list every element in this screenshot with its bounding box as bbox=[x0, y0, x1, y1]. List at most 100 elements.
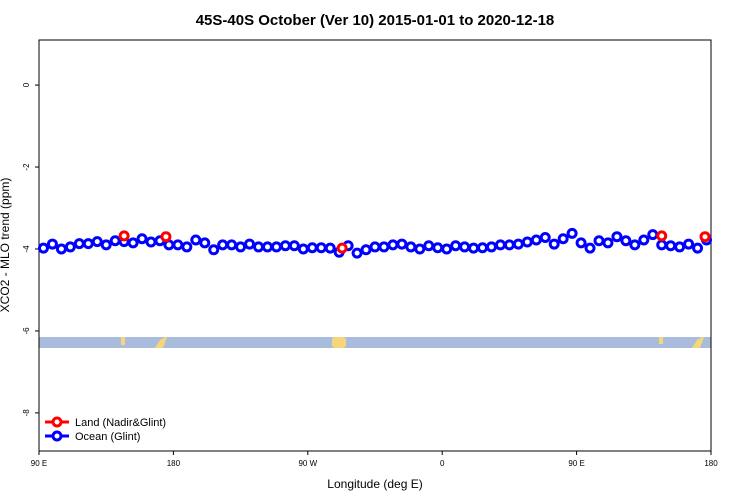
data-point bbox=[297, 243, 309, 255]
data-point bbox=[647, 229, 659, 241]
data-point bbox=[55, 243, 67, 255]
legend-marker bbox=[51, 416, 63, 428]
data-point bbox=[656, 230, 668, 242]
land-patch bbox=[332, 337, 346, 348]
data-point bbox=[369, 241, 381, 253]
data-point bbox=[665, 240, 677, 252]
data-point bbox=[360, 244, 372, 256]
data-point bbox=[351, 247, 363, 259]
data-point bbox=[405, 241, 417, 253]
land-patch bbox=[659, 337, 663, 344]
data-point bbox=[226, 239, 238, 251]
data-point bbox=[494, 239, 506, 251]
data-point bbox=[253, 241, 265, 253]
data-point bbox=[575, 237, 587, 249]
data-point bbox=[46, 238, 58, 250]
data-point bbox=[539, 232, 551, 244]
data-point bbox=[450, 240, 462, 252]
data-point bbox=[270, 241, 282, 253]
data-point bbox=[432, 242, 444, 254]
data-point bbox=[181, 241, 193, 253]
x-tick-label: 90 E bbox=[568, 459, 584, 468]
data-point bbox=[306, 242, 318, 254]
data-point bbox=[217, 239, 229, 251]
data-point bbox=[100, 239, 112, 251]
data-point bbox=[468, 242, 480, 254]
data-point bbox=[441, 243, 453, 255]
legend-label: Ocean (Glint) bbox=[75, 431, 140, 443]
data-point bbox=[387, 239, 399, 251]
y-tick-label: -8 bbox=[22, 409, 31, 417]
data-point bbox=[145, 236, 157, 248]
y-tick-label: 0 bbox=[22, 82, 31, 87]
data-point bbox=[602, 237, 614, 249]
data-point bbox=[485, 241, 497, 253]
data-point bbox=[512, 238, 524, 250]
data-point bbox=[566, 227, 578, 239]
data-point bbox=[160, 231, 172, 243]
data-point bbox=[459, 241, 471, 253]
x-axis-label: Longitude (deg E) bbox=[327, 477, 422, 491]
chart-title: 45S-40S October (Ver 10) 2015-01-01 to 2… bbox=[196, 12, 555, 29]
data-point bbox=[73, 238, 85, 250]
data-point bbox=[692, 242, 704, 254]
data-point bbox=[109, 235, 121, 247]
data-point bbox=[620, 235, 632, 247]
data-point bbox=[127, 237, 139, 249]
data-point bbox=[629, 239, 641, 251]
data-point bbox=[683, 238, 695, 250]
y-axis-label: XCO2 - MLO trend (ppm) bbox=[0, 178, 12, 313]
legend-label: Land (Nadir&Glint) bbox=[75, 417, 166, 429]
legend-marker bbox=[51, 430, 63, 442]
data-point bbox=[118, 230, 130, 242]
land-patch bbox=[121, 337, 125, 345]
x-tick-label: 0 bbox=[440, 459, 445, 468]
x-tick-label: 180 bbox=[167, 459, 181, 468]
x-tick-label: 180 bbox=[704, 459, 718, 468]
data-point bbox=[503, 239, 515, 251]
data-point bbox=[656, 239, 668, 251]
data-point bbox=[37, 242, 49, 254]
data-point bbox=[208, 244, 220, 256]
data-point bbox=[414, 243, 426, 255]
data-point bbox=[172, 239, 184, 251]
data-point bbox=[557, 233, 569, 245]
data-point bbox=[199, 237, 211, 249]
data-point bbox=[611, 231, 623, 243]
data-point bbox=[91, 236, 103, 248]
data-point bbox=[521, 236, 533, 248]
data-point bbox=[548, 238, 560, 250]
data-point bbox=[64, 241, 76, 253]
data-point bbox=[674, 241, 686, 253]
data-point bbox=[288, 240, 300, 252]
x-tick-label: 90 E bbox=[31, 459, 47, 468]
data-point bbox=[584, 242, 596, 254]
data-point bbox=[190, 234, 202, 246]
data-point bbox=[699, 231, 711, 243]
y-tick-label: -4 bbox=[22, 245, 31, 253]
data-point bbox=[324, 242, 336, 254]
data-point bbox=[336, 242, 348, 254]
y-tick-label: -6 bbox=[22, 327, 31, 335]
ocean-strip bbox=[39, 337, 711, 348]
data-point bbox=[136, 233, 148, 245]
data-point bbox=[261, 241, 273, 253]
data-point bbox=[593, 235, 605, 247]
land-mask-strip bbox=[39, 337, 711, 348]
data-point bbox=[378, 241, 390, 253]
data-point bbox=[423, 240, 435, 252]
data-point bbox=[638, 234, 650, 246]
data-point bbox=[396, 238, 408, 250]
x-tick-label: 90 W bbox=[298, 459, 317, 468]
data-point bbox=[315, 242, 327, 254]
land-patch bbox=[155, 337, 167, 348]
data-point bbox=[235, 241, 247, 253]
data-point bbox=[477, 242, 489, 254]
y-tick-label: -2 bbox=[22, 163, 31, 171]
data-point bbox=[279, 240, 291, 252]
land-patch bbox=[692, 337, 704, 348]
data-point bbox=[530, 234, 542, 246]
data-point bbox=[82, 238, 94, 250]
data-point bbox=[244, 238, 256, 250]
